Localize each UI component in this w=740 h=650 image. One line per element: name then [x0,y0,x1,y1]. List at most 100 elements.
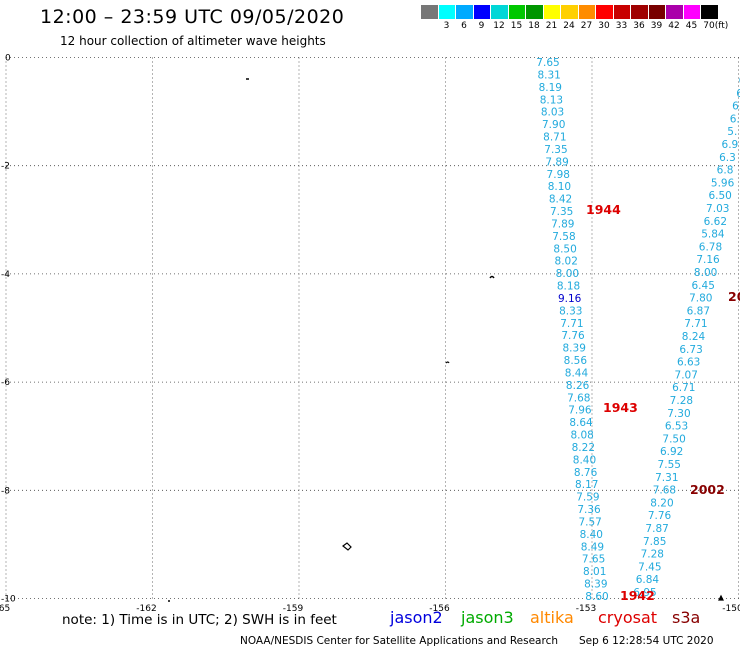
swh-value: 6.9 [722,139,739,151]
swh-value: 8.22 [572,442,595,454]
swh-value: 8.24 [682,331,706,343]
legend-label: 33 [615,21,628,31]
pass-time-label: 20 [728,289,740,304]
mission-jason3: jason3 [461,608,514,627]
swh-value: 7.85 [643,536,666,548]
swh-value: 6.3 [719,152,736,164]
lat-tick-label: -10 [1,595,16,605]
swh-value: 8.56 [564,355,588,367]
swh-value: 8.39 [584,579,607,591]
swh-value: 6.73 [679,344,702,356]
swh-value: 8.33 [559,305,582,317]
swh-value: 7.55 [658,459,681,471]
swh-value: 8.42 [549,194,572,206]
swh-value: 7.03 [706,203,729,215]
legend-swatch [578,5,596,19]
swh-value: 8.50 [553,243,576,255]
legend-label: 6 [461,21,467,31]
swh-value: 7.50 [662,433,685,445]
mission-cryosat: cryosat [598,608,658,627]
swh-value: 7.68 [567,392,590,404]
legend-swatch [421,5,439,19]
page-title: 12:00 – 23:59 UTC 09/05/2020 [40,6,345,28]
swh-value: 7.28 [670,395,693,407]
generation-timestamp: Sep 6 12:28:54 UTC 2020 [579,635,714,647]
swh-value: 8.76 [574,467,598,479]
legend-label: 15 [510,21,523,31]
mission-s3a: s3a [672,608,701,627]
swh-value: 8.26 [566,380,590,392]
lon-tick-label: -165 [0,604,10,614]
legend-swatch [561,5,579,19]
swh-value: 7.30 [667,408,690,420]
swh-value: 8.71 [543,132,566,144]
swh-value: 6.45 [692,280,715,292]
island-speck [489,275,495,279]
swh-value: 8.00 [694,267,717,279]
legend-label: 70 [703,21,715,31]
swh-value: 7.76 [648,510,672,522]
swh-value: 8.60 [585,591,608,603]
swh-value: 8.03 [541,107,564,119]
legend-label: 21 [545,21,558,31]
swh-value: 7.65 [536,57,559,69]
swh-value: 7.07 [675,369,698,381]
credit-text: NOAA/NESDIS Center for Satellite Applica… [240,635,558,647]
swh-value: 7.68 [653,485,676,497]
swh-value: 7.71 [560,318,583,330]
legend-label: 3 [443,21,450,31]
swh-value: 7.59 [576,492,599,504]
page-subtitle: 12 hour collection of altimeter wave hei… [60,34,326,48]
swh-value: 7.96 [568,405,592,417]
swh-value: 6.84 [636,574,660,586]
lon-tick-label: -153 [576,604,596,614]
swh-value: 7.90 [542,119,565,131]
legend-swatch [596,5,614,19]
swh-value: 7.31 [655,472,678,484]
swh-value: 7.16 [696,254,720,266]
swh-value: 8.40 [573,454,596,466]
pass-time-label: 1944 [586,202,621,217]
swh-value: 6.50 [708,190,731,202]
legend-swatch [526,5,544,19]
swh-value: 7.80 [689,293,712,305]
legend-swatch [701,5,719,19]
mission-altika: altika [530,608,574,627]
legend-label: 9 [478,21,485,31]
legend-swatch [631,5,649,19]
swh-value: 6.63 [677,357,700,369]
swh-value: 7.57 [578,516,601,528]
swh-value: 5.84 [701,229,725,241]
swh-value: 7.89 [551,218,574,230]
lon-tick-label: -150 [722,604,740,614]
swh-value: 8.02 [555,256,578,268]
swh-value: 7.89 [545,156,568,168]
lat-tick-label: 0 [5,54,11,64]
pass-time-label: 1942 [620,588,655,603]
legend-label: 36 [633,21,645,31]
mission-jason2: jason2 [390,608,443,627]
swh-value: 8.18 [557,281,580,293]
island-speck [445,361,450,364]
legend-swatch [456,5,474,19]
swh-value: 7.28 [641,549,664,561]
legend-unit: (ft) [714,21,729,31]
swh-value: 6.95 [633,587,656,599]
legend-label: 24 [563,21,575,31]
island-speck [342,542,352,551]
legend-swatch [666,5,684,19]
legend-label: 39 [650,21,663,31]
lat-tick-label: -2 [1,162,10,172]
swh-value: 7.35 [544,144,567,156]
swh-value: 8.19 [539,82,562,94]
swh-value: 7.58 [552,231,575,243]
swh-value: 6.71 [672,382,695,394]
swh-value: 8.08 [570,430,593,442]
swh-value: 6. [730,113,740,125]
swh-value: 8.39 [563,343,586,355]
legend-label: 42 [668,21,680,31]
swh-value: 7.35 [550,206,573,218]
lon-tick-label: -156 [429,604,450,614]
